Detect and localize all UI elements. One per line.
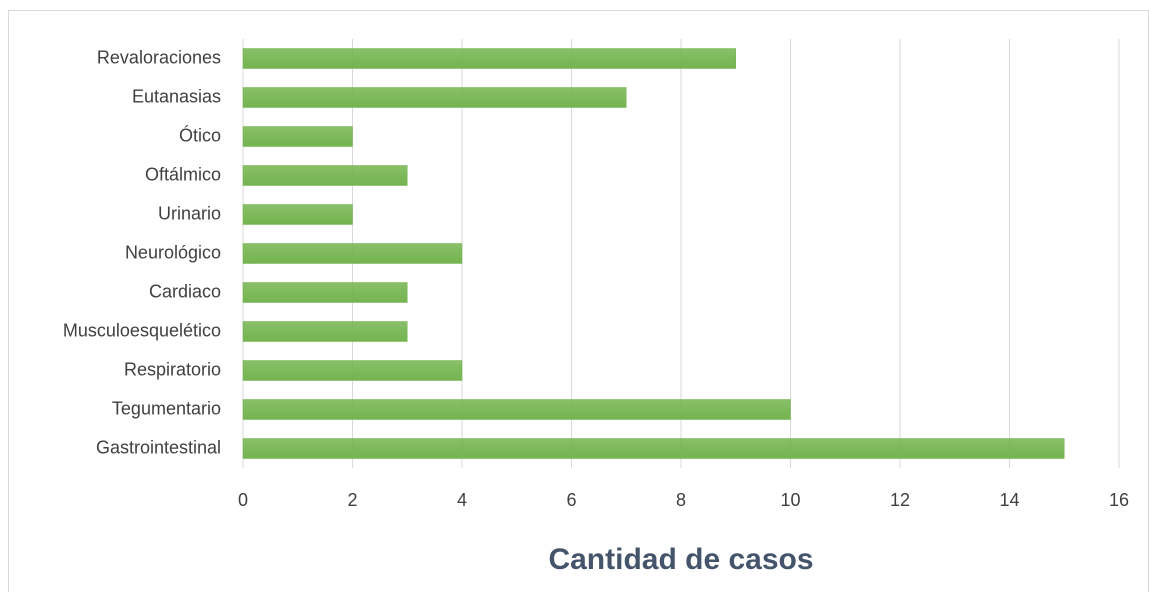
bar [242, 321, 408, 342]
bar [242, 243, 463, 264]
bar [242, 204, 353, 225]
bar [242, 399, 791, 420]
y-tick-label: Revaloraciones [97, 47, 221, 67]
x-tick-label: 0 [238, 490, 248, 510]
x-tick-label: 2 [347, 490, 357, 510]
x-tick-label: 14 [999, 490, 1019, 510]
x-tick-label: 12 [890, 490, 910, 510]
y-tick-label: Gastrointestinal [96, 437, 221, 457]
y-tick-label: Ótico [179, 124, 221, 145]
bar [242, 438, 1065, 459]
x-tick-label: 16 [1109, 490, 1129, 510]
y-tick-label: Urinario [158, 203, 221, 223]
y-tick-label: Respiratorio [124, 359, 221, 379]
bar [242, 87, 627, 108]
y-tick-label: Eutanasias [132, 86, 221, 106]
y-tick-label: Cardiaco [149, 281, 221, 301]
y-tick-label: Oftálmico [145, 164, 221, 184]
y-tick-label: Tegumentario [112, 398, 221, 418]
bar [242, 48, 736, 69]
bar [242, 126, 353, 147]
y-tick-label: Musculoesquelético [63, 320, 221, 340]
y-tick-label: Neurológico [125, 242, 221, 262]
x-tick-label: 8 [676, 490, 686, 510]
x-axis-title: Cantidad de casos [548, 543, 813, 576]
bar [242, 165, 408, 186]
x-tick-label: 4 [457, 490, 467, 510]
bar [242, 282, 408, 303]
x-tick-label: 6 [566, 490, 576, 510]
x-tick-label: 10 [780, 490, 800, 510]
bar [242, 360, 463, 381]
